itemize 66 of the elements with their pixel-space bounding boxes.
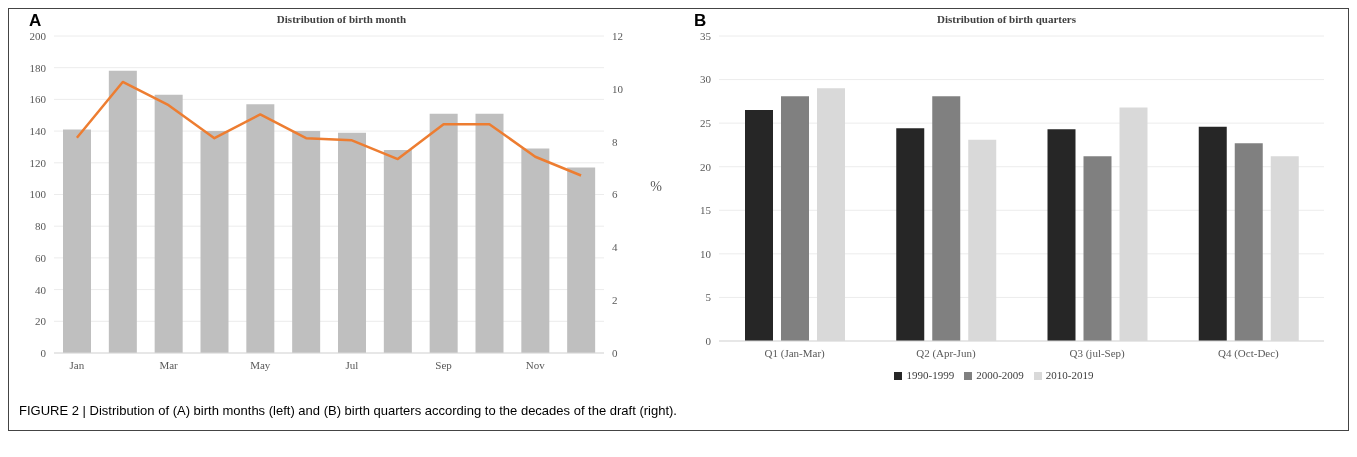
bar	[567, 167, 596, 353]
text: A	[29, 11, 42, 31]
y-tick-label: 180	[29, 61, 47, 74]
bar	[429, 113, 458, 353]
y-tick-label: 0	[705, 334, 712, 347]
y-tick-label: 5	[705, 291, 712, 304]
y2-tick-label: 2	[612, 294, 618, 307]
bar	[383, 150, 412, 353]
bar	[108, 70, 137, 353]
y-tick-label: 140	[29, 125, 47, 138]
y-tick-label: 40	[35, 283, 47, 296]
chart-title: Distribution of birth month	[276, 13, 407, 25]
bar	[781, 96, 809, 341]
text: B	[694, 11, 707, 31]
x-tick-label: Q4 (Oct-Dec)	[1217, 346, 1280, 360]
x-tick-label: Mar	[159, 358, 179, 371]
x-tick-label: Q1 (Jan-Mar)	[764, 346, 826, 360]
y2-tick-label: 0	[612, 346, 618, 359]
bar	[1083, 156, 1112, 341]
bar	[475, 113, 504, 353]
y2-tick-label: 8	[612, 135, 618, 148]
bar	[63, 129, 91, 353]
bar	[1234, 143, 1263, 341]
y2-tick-label: 12	[612, 29, 623, 42]
bar	[1198, 126, 1227, 341]
x-tick-label: Nov	[525, 358, 546, 371]
y-tick-label: 30	[700, 73, 712, 86]
bar	[745, 110, 773, 341]
x-tick-label: Q2 (Apr-Jun)	[916, 346, 976, 360]
caption: FIGURE 2 | Distribution of (A) birth months (left) and (B) birth quarters according to the decades of the draft (right).	[18, 402, 678, 420]
y-tick-label: 25	[700, 117, 712, 130]
bar	[932, 96, 961, 341]
y2-tick-label: 10	[612, 82, 624, 95]
x-tick-label: Q3 (jul-Sep)	[1069, 346, 1126, 360]
y2-tick-label: 6	[612, 188, 618, 201]
chart-title: Distribution of birth quarters	[936, 13, 1077, 25]
legend-label: 1990-1999	[906, 369, 955, 381]
x-tick-label: Sep	[435, 358, 453, 371]
y-tick-label: 20	[35, 315, 47, 328]
y-tick-label: 60	[35, 251, 47, 264]
y-tick-label: 0	[40, 346, 47, 359]
x-tick-label: May	[250, 358, 271, 371]
y-tick-label: 10	[700, 247, 712, 260]
y-tick-label: 35	[700, 29, 712, 42]
bar	[200, 131, 229, 353]
bar	[292, 131, 321, 353]
x-tick-label: Jan	[69, 358, 85, 371]
y-tick-label: 200	[29, 29, 47, 42]
x-tick-label: Jul	[345, 358, 359, 371]
bar	[1047, 129, 1076, 341]
y-tick-label: 160	[29, 93, 47, 106]
y-tick-label: 80	[35, 220, 47, 233]
y-tick-label: 100	[29, 188, 47, 201]
legend-label: 2000-2009	[976, 369, 1024, 381]
y2-tick-label: 4	[612, 241, 618, 254]
y2-axis-title: %	[650, 179, 662, 195]
legend-label: 2010-2019	[1045, 369, 1094, 381]
bar	[896, 128, 925, 341]
y-tick-label: 120	[29, 156, 47, 169]
y-tick-label: 20	[700, 160, 712, 173]
line-series	[75, 80, 583, 177]
bar	[246, 104, 275, 353]
bar	[154, 94, 183, 353]
bar	[338, 132, 366, 353]
y-tick-label: 15	[700, 204, 712, 217]
bar	[521, 148, 550, 353]
